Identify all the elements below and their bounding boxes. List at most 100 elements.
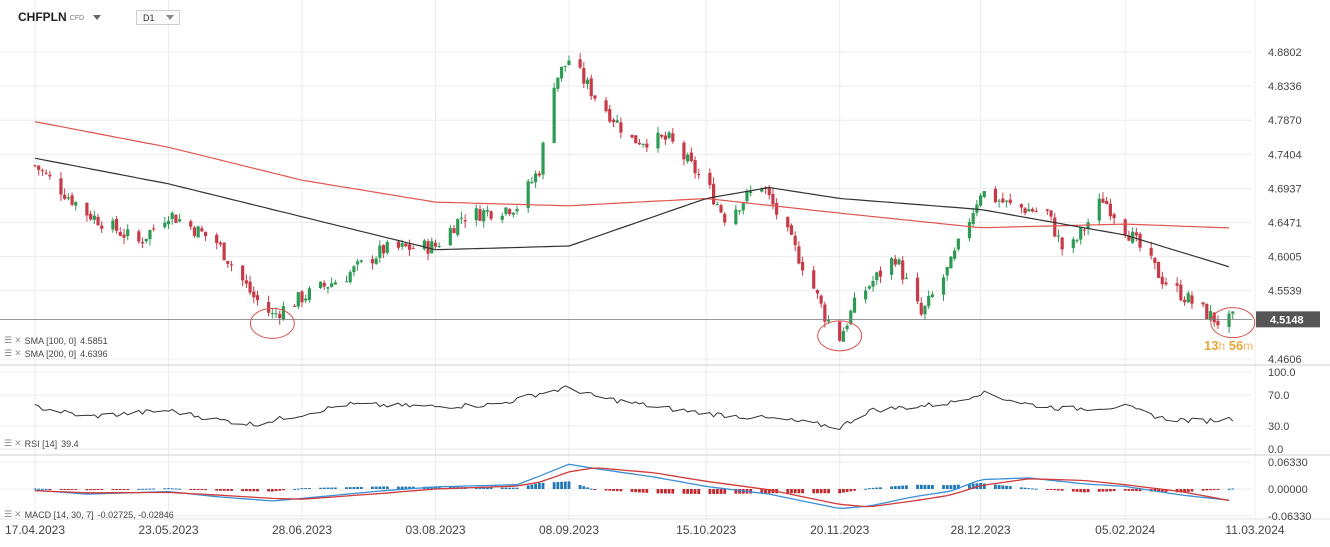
menu-icon[interactable]: ☰ <box>4 438 13 448</box>
candle <box>281 301 286 321</box>
candle-body <box>1208 311 1213 321</box>
candle <box>1108 198 1112 221</box>
macd-histogram-bar <box>193 489 196 490</box>
candle <box>1079 226 1083 245</box>
candle <box>693 156 697 179</box>
candle <box>270 308 274 319</box>
candle <box>793 231 797 252</box>
macd-histogram-bar <box>841 489 845 493</box>
candle <box>215 232 219 250</box>
candle-body <box>1127 235 1131 241</box>
macd-histogram-bar <box>226 489 230 491</box>
candle <box>100 221 104 234</box>
candle-body <box>352 266 356 273</box>
macd-histogram-bar <box>630 489 634 492</box>
macd-histogram-bar <box>682 489 686 494</box>
candle <box>656 126 660 153</box>
close-icon[interactable]: ✕ <box>14 509 22 519</box>
candle-body <box>715 204 719 206</box>
candle-body <box>244 280 248 284</box>
candle <box>919 297 923 317</box>
candle <box>48 171 52 180</box>
candle <box>37 165 41 176</box>
macd-histogram-bar <box>1105 489 1109 492</box>
close-icon[interactable]: ✕ <box>14 348 22 358</box>
candle-body <box>893 258 897 265</box>
macd-histogram-bar <box>552 482 556 489</box>
candle-body <box>1134 232 1138 236</box>
macd-histogram-bar <box>1127 489 1131 491</box>
menu-icon[interactable]: ☰ <box>4 509 13 519</box>
highlight-circle <box>1210 307 1256 339</box>
candle <box>456 218 460 237</box>
candle <box>1164 277 1168 287</box>
candle-body <box>1060 237 1064 250</box>
candle-body <box>526 181 530 209</box>
macd-histogram-bar <box>48 489 52 490</box>
macd-histogram-bar <box>708 489 712 495</box>
menu-icon[interactable]: ☰ <box>4 335 13 345</box>
macd-histogram-bar <box>867 488 871 490</box>
timeframe-select[interactable]: D1 <box>136 10 180 25</box>
macd-histogram-bar <box>997 484 1001 489</box>
candle-body <box>771 193 775 205</box>
macd-histogram-bar <box>41 488 44 490</box>
macd-histogram-bar <box>371 486 374 489</box>
candle-body <box>500 215 504 220</box>
macd-histogram-bar <box>92 489 96 491</box>
macd-histogram-bar <box>686 489 690 494</box>
candle <box>1023 207 1027 216</box>
macd-histogram-bar <box>793 489 797 494</box>
sma100-line <box>34 157 1230 268</box>
candle-body <box>304 298 308 301</box>
candle-body <box>400 243 404 247</box>
candle-body <box>166 220 171 225</box>
candle <box>1205 303 1209 320</box>
candle <box>1208 304 1213 322</box>
candle-body <box>1108 203 1112 217</box>
candle-body <box>927 295 931 307</box>
macd-histogram-bar <box>322 487 326 489</box>
candle <box>330 277 334 288</box>
rsi-y-tick-label: 30.0 <box>1268 421 1289 433</box>
candle <box>1227 310 1231 333</box>
candle <box>352 264 356 277</box>
macd-histogram-bar <box>1101 489 1105 492</box>
candle-body <box>70 195 74 205</box>
candle-body <box>144 238 148 242</box>
macd-histogram-bar <box>971 483 975 489</box>
candle <box>422 238 426 251</box>
candle <box>370 255 375 270</box>
macd-histogram-bar <box>1112 489 1116 492</box>
candle <box>70 192 74 207</box>
candle <box>904 273 909 280</box>
symbol-selector[interactable]: CHFPLN CFD <box>18 8 102 26</box>
candle-body <box>537 173 541 176</box>
candle-body <box>85 202 89 216</box>
legend-macd: ☰ ✕ MACD [14, 30, 7] -0.02725, -0.02846 <box>4 509 174 520</box>
close-icon[interactable]: ✕ <box>14 438 22 448</box>
candle <box>815 289 820 299</box>
candle <box>530 176 534 184</box>
candle <box>593 94 597 102</box>
countdown-minutes-unit: m <box>1243 339 1254 353</box>
candle <box>1216 315 1220 329</box>
candle <box>763 185 768 195</box>
candle <box>1156 261 1161 279</box>
macd-histogram-bar <box>397 486 400 489</box>
menu-icon[interactable]: ☰ <box>4 348 13 358</box>
candle <box>867 285 871 290</box>
macd-histogram-bar <box>853 489 856 491</box>
candle-body <box>1231 311 1235 314</box>
candle <box>541 141 545 180</box>
close-icon[interactable]: ✕ <box>14 335 22 345</box>
macd-histogram-bar <box>927 484 931 489</box>
macd-histogram-bar <box>1209 489 1212 491</box>
candle-body <box>322 282 326 287</box>
candle <box>901 256 905 285</box>
candle-body <box>841 331 845 342</box>
candle-body <box>689 152 693 161</box>
chevron-down-icon[interactable] <box>166 15 174 20</box>
chevron-down-icon[interactable] <box>93 14 102 20</box>
